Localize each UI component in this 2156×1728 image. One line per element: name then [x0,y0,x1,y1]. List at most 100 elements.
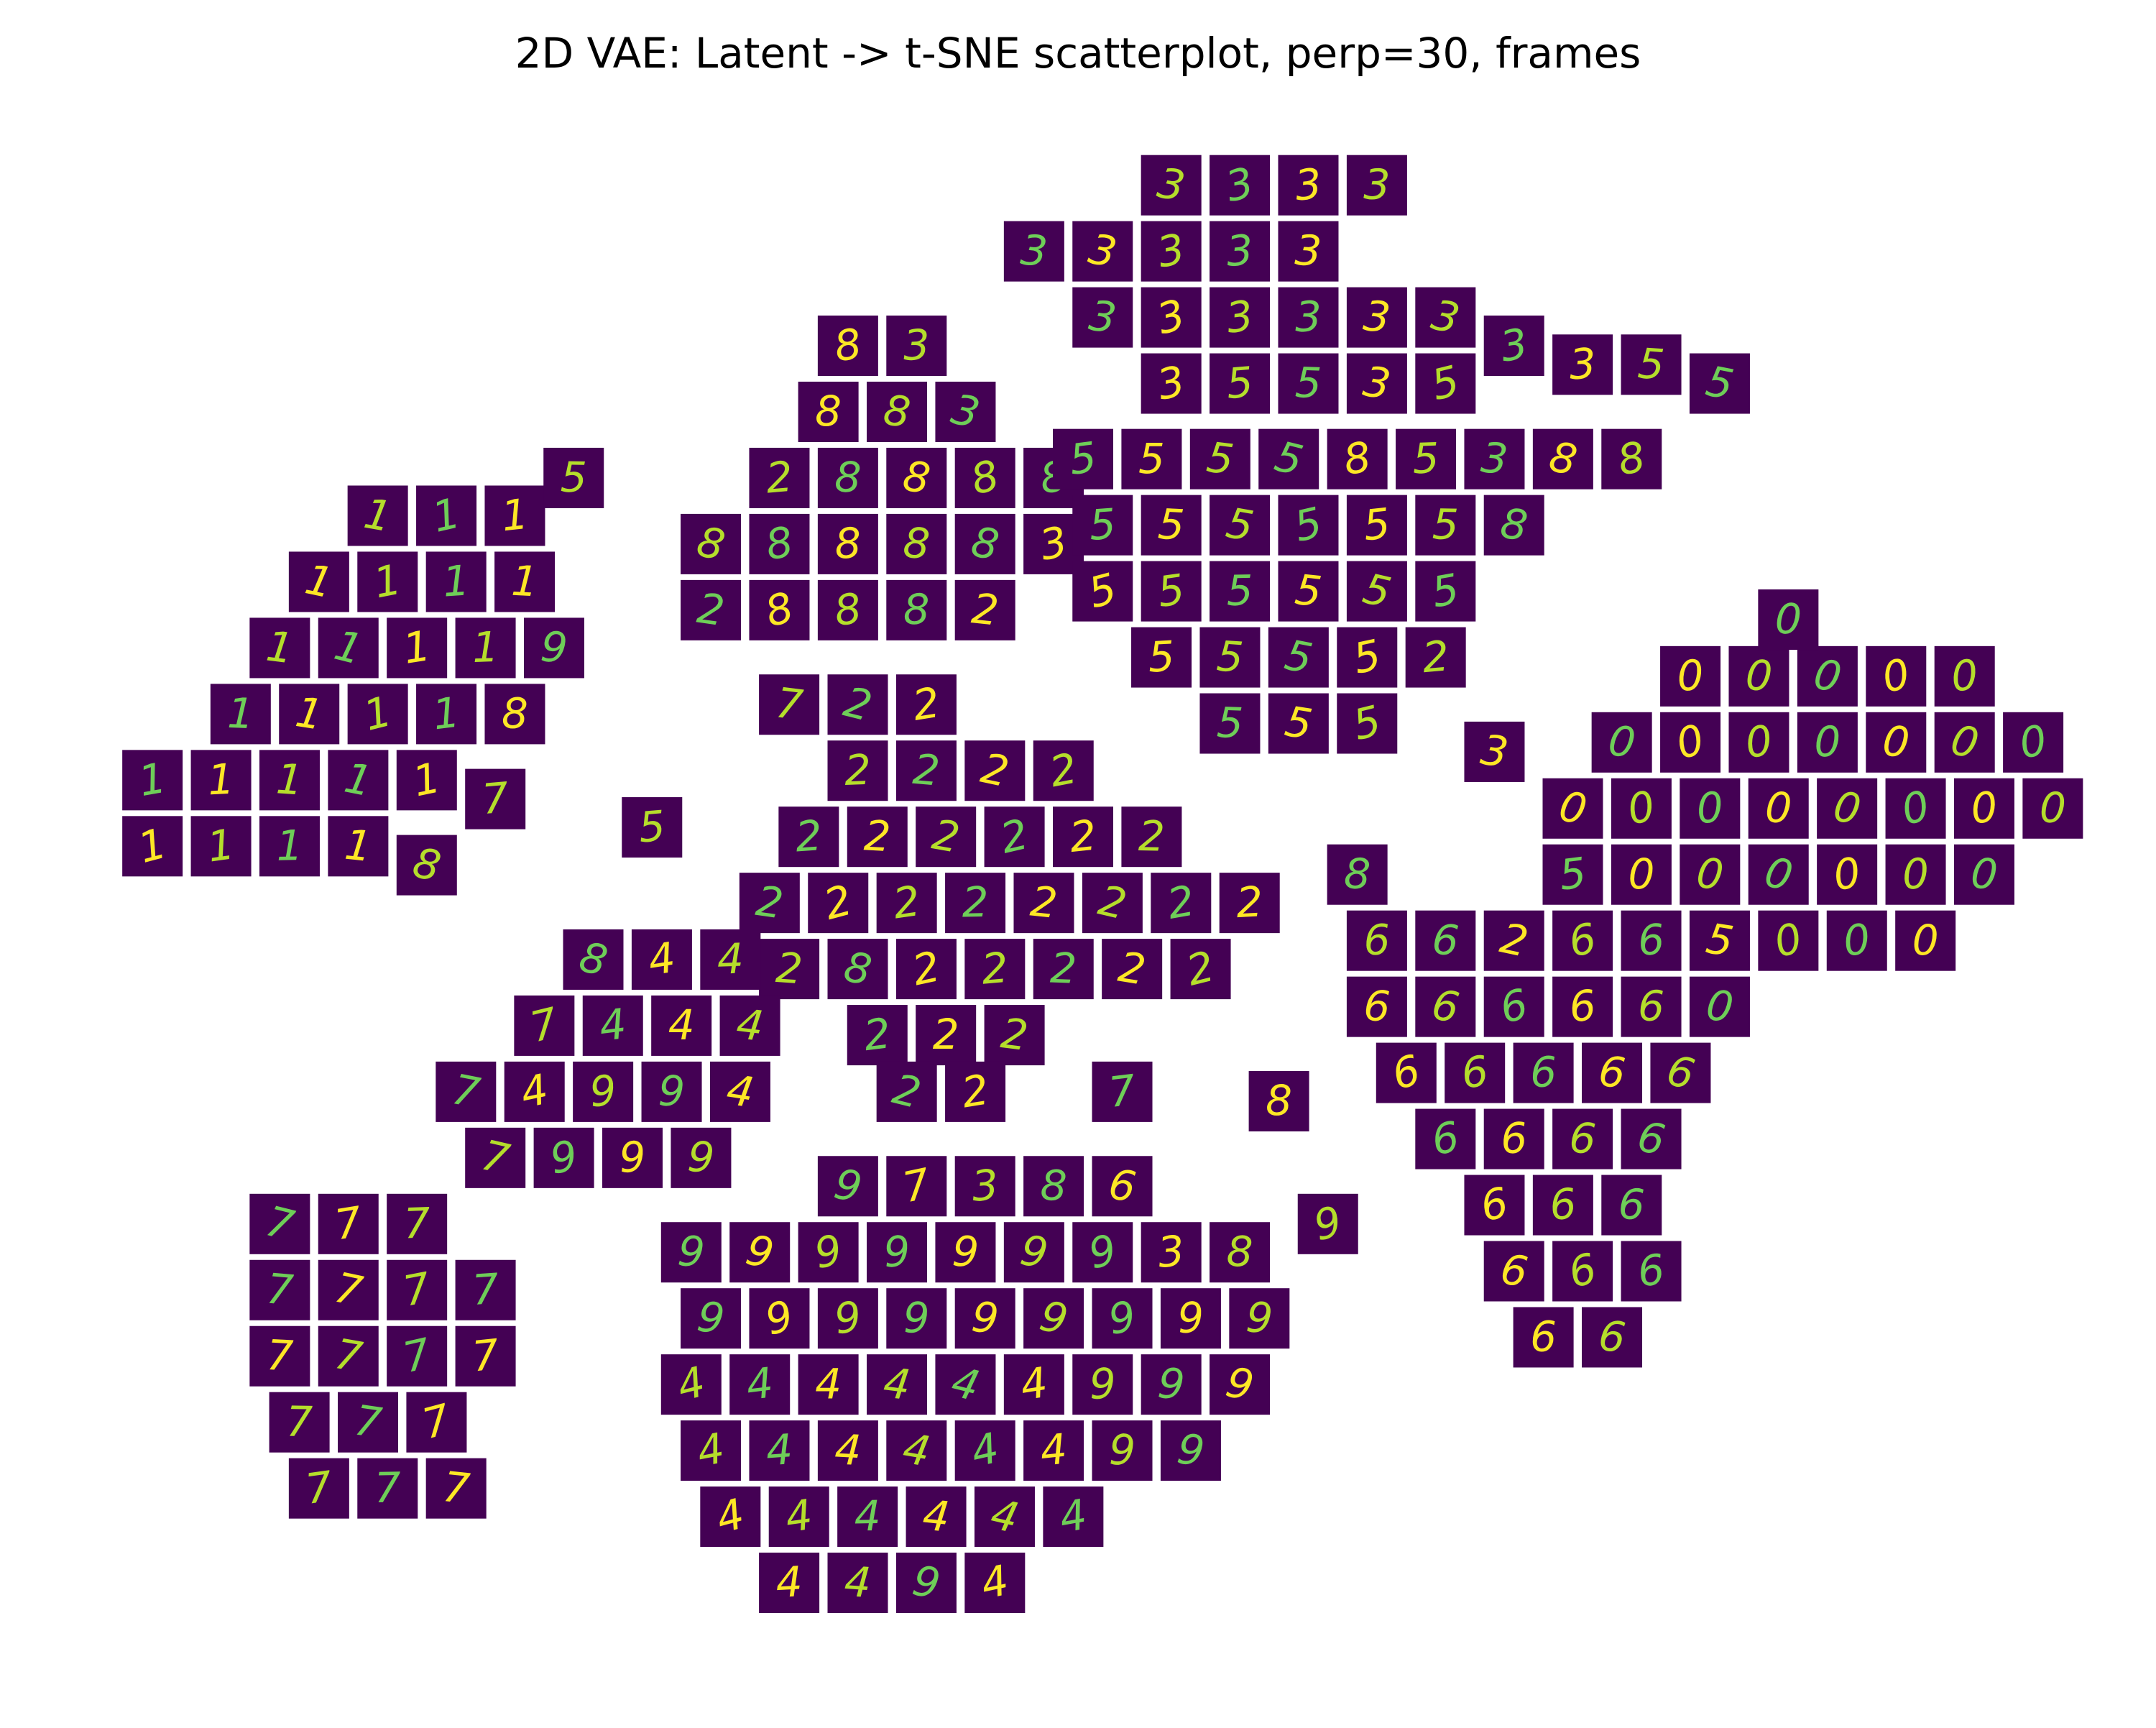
frame-marker [1415,1108,1476,1169]
frame-marker [455,617,516,679]
frame-marker [1160,1420,1221,1481]
frame-marker [1141,287,1202,348]
digit-label: 0 [1912,916,1939,965]
digit-label: 1 [499,490,530,541]
frame-marker [1552,334,1613,395]
digit-label: 7 [471,1264,501,1315]
digit-label: 2 [998,1008,1031,1060]
frame-marker [1141,495,1202,556]
frame-marker [357,1458,418,1519]
frame-marker [1748,844,1809,905]
frame-marker [1346,155,1407,216]
digit-label: 2 [1028,877,1060,928]
frame-marker [964,740,1026,801]
frame-marker [895,740,957,801]
digit-label: 4 [834,1425,862,1475]
frame-marker [318,1259,379,1320]
digit-label: 2 [863,811,892,861]
frame-marker [455,1325,516,1387]
frame-marker [249,1259,310,1320]
digit-label: 1 [264,622,296,674]
digit-label: 3 [1363,160,1391,209]
digit-label: 6 [1567,980,1598,1031]
frame-marker [1758,589,1819,651]
chart-title: 2D VAE: Latent -> t-SNE scatterplot, per… [515,29,1641,78]
digit-label: 8 [881,385,913,437]
frame-marker [1141,221,1202,282]
frame-marker [681,579,742,640]
digit-label: 1 [471,622,499,672]
digit-label: 5 [1216,698,1244,748]
frame-marker [1278,495,1339,556]
frame-marker [484,485,545,546]
digit-label: 5 [1157,500,1186,550]
frame-marker [1210,155,1271,216]
frame-marker [1689,910,1750,971]
frame-marker [817,1420,878,1481]
frame-marker [249,1325,310,1387]
frame-marker [671,1127,732,1188]
frame-marker [1582,1307,1643,1368]
frame-marker [1483,910,1544,971]
frame-marker [916,806,977,868]
frame-marker [1601,1175,1662,1236]
frame-marker [1552,976,1613,1037]
digit-label: 1 [226,689,254,738]
frame-marker [387,1325,448,1387]
frame-marker [1033,939,1094,1000]
frame-marker [1611,844,1672,905]
frame-marker [1053,428,1113,490]
frame-marker [798,1222,859,1283]
frame-marker [1033,740,1094,801]
frame-marker [739,873,800,934]
digit-label: 7 [286,1397,313,1446]
frame-marker [700,1486,761,1548]
frame-marker [886,513,947,574]
digit-label: 5 [1361,499,1393,550]
frame-marker [964,1553,1026,1614]
digit-label: 0 [1695,783,1725,833]
frame-marker [1552,1241,1613,1302]
frame-marker [1513,1307,1574,1368]
frame-marker [190,750,252,811]
digit-label: 7 [441,1462,472,1513]
frame-marker [259,750,320,811]
digit-label: 1 [275,754,305,804]
digit-label: 3 [1156,1226,1187,1277]
digit-label: 2 [764,452,795,503]
frame-marker [1268,693,1329,754]
frame-marker [886,1288,947,1349]
frame-marker [945,1061,1006,1122]
frame-marker [867,381,928,442]
frame-marker [1141,1222,1202,1283]
digit-label: 8 [1266,1076,1292,1125]
frame-marker [347,684,408,745]
digit-label: 2 [774,943,804,993]
frame-marker [1278,561,1339,622]
frame-marker [1092,1288,1153,1349]
frame-marker [1483,1241,1544,1302]
digit-label: 9 [658,1066,686,1116]
frame-marker [1582,1042,1643,1103]
digit-label: 7 [480,773,511,824]
digit-label: 5 [1226,566,1253,615]
frame-marker [288,1458,349,1519]
frame-marker [1680,778,1741,839]
frame-marker [1415,287,1476,348]
frame-marker [798,1354,859,1415]
digit-label: 5 [637,801,668,852]
frame-marker [954,1420,1015,1481]
digit-label: 3 [1568,339,1597,389]
frame-marker [749,1288,810,1349]
frame-marker [681,1420,742,1481]
digit-label: 3 [1292,159,1324,210]
frame-marker [1797,712,1858,773]
digit-label: 4 [854,1492,881,1541]
frame-marker [729,1354,791,1415]
frame-marker [1611,778,1672,839]
frame-marker [954,1288,1015,1349]
frame-marker [455,1259,516,1320]
frame-marker [1229,1288,1290,1349]
frame-marker [1013,873,1074,934]
frame-marker [1415,910,1476,971]
